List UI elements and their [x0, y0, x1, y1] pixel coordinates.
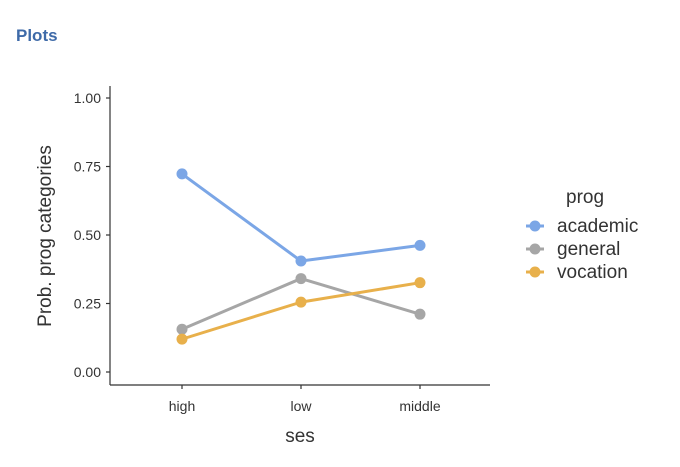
legend-title: prog	[566, 187, 604, 208]
series-general	[176, 273, 426, 335]
x-axis-label: ses	[285, 426, 315, 447]
y-tick-label: 0.75	[74, 159, 101, 175]
legend-item: vocation	[526, 262, 628, 283]
data-point	[176, 333, 188, 345]
data-point	[176, 168, 188, 180]
legend-label: general	[557, 239, 620, 260]
legend-label: vocation	[557, 262, 628, 283]
y-tick-label: 0.25	[74, 296, 101, 312]
x-tick-label: high	[169, 398, 195, 414]
series-line	[181, 172, 421, 263]
data-point	[414, 239, 426, 251]
legend-item: general	[526, 239, 620, 260]
data-point	[176, 323, 188, 335]
y-tick-label: 0.00	[74, 364, 101, 380]
y-tick-label: 1.00	[74, 90, 101, 106]
legend-key-point	[529, 243, 541, 255]
data-point	[295, 273, 307, 285]
legend-key-point	[529, 220, 541, 232]
x-tick-label: low	[290, 398, 312, 414]
y-tick-label: 0.50	[74, 227, 101, 243]
series-line	[181, 281, 421, 341]
data-point	[295, 255, 307, 267]
data-point	[414, 308, 426, 320]
legend-item: academic	[526, 216, 638, 237]
series-vocation	[176, 277, 426, 345]
x-tick-label: middle	[399, 398, 440, 414]
legend-label: academic	[557, 216, 638, 237]
y-axis-ticks: 0.00 0.25 0.50 0.75 1.00	[74, 90, 110, 380]
x-axis-ticks: high low middle	[169, 385, 441, 414]
data-point	[414, 277, 426, 289]
legend-key-point	[529, 266, 541, 278]
chart-axes	[109, 86, 490, 386]
series-layer	[176, 168, 426, 345]
data-point	[295, 296, 307, 308]
panel-title: Plots	[16, 26, 58, 45]
series-academic	[176, 168, 426, 267]
y-axis-label: Prob. prog categories	[35, 145, 56, 327]
